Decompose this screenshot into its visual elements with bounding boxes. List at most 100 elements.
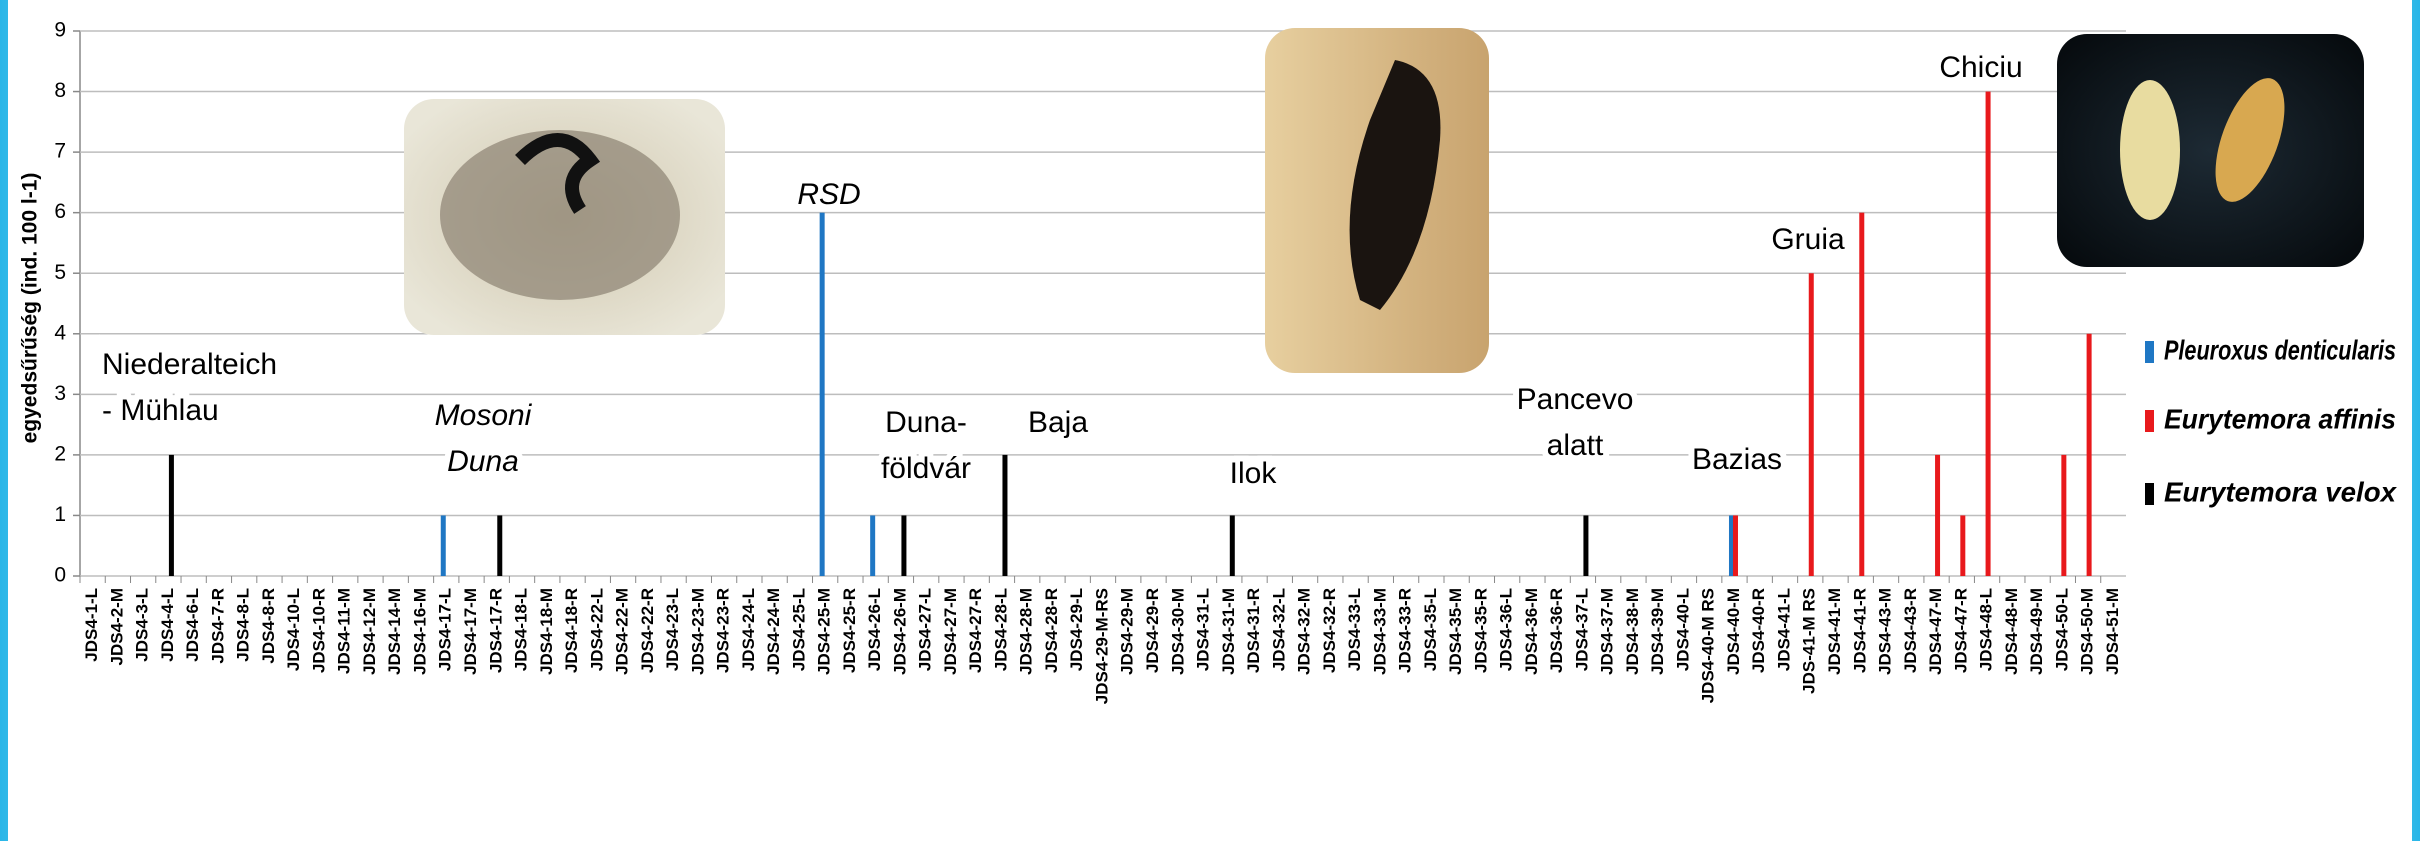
x-tick-label: JDS4-31-M	[1219, 588, 1238, 675]
x-tick-label: JDS4-33-R	[1396, 588, 1415, 673]
legend-swatch	[2145, 483, 2154, 505]
x-tick-label: JDS4-25-M	[815, 588, 834, 675]
bar	[2087, 334, 2092, 576]
annotation: Bazias	[1692, 443, 1782, 476]
annotation: Duna-	[885, 406, 967, 439]
bar	[441, 515, 446, 576]
x-tick-label: JDS4-36-L	[1497, 588, 1516, 671]
bar	[1986, 92, 1991, 576]
x-tick-label: JDS4-36-M	[1522, 588, 1541, 675]
x-tick-label: JDS4-14-M	[385, 588, 404, 675]
bar	[1583, 515, 1588, 576]
x-tick-label: JDS4-36-R	[1547, 588, 1566, 673]
x-tick-label: JDS4-37-L	[1572, 588, 1591, 671]
annotation: - Mühlau	[102, 394, 219, 427]
y-tick-label: 1	[54, 503, 66, 526]
x-tick-label: JDS4-38-M	[1623, 588, 1642, 675]
annotation: Chiciu	[1939, 51, 2022, 84]
x-tick-label: JDS4-30-M	[1168, 588, 1187, 675]
x-tick-label: JDS4-22-M	[613, 588, 632, 675]
x-tick-label: JDS4-23-R	[714, 588, 733, 673]
legend-swatch	[2145, 341, 2154, 363]
x-tick-label: JDS4-23-L	[663, 588, 682, 671]
x-tick-label: JDS4-26-M	[890, 588, 909, 675]
y-tick-label: 0	[54, 564, 66, 587]
bar	[1230, 515, 1235, 576]
x-tick-label: JDS4-10-L	[284, 588, 303, 671]
x-tick-label: JDS4-41-L	[1774, 588, 1793, 671]
y-axis-label: egyedsűrűség (ind. 100 l-1)	[19, 173, 42, 444]
x-tick-label: JDS4-18-L	[512, 588, 531, 671]
x-tick-label: JDS4-4-L	[158, 588, 177, 662]
bar	[1935, 455, 1940, 576]
bar	[169, 455, 174, 576]
x-tick-label: JDS4-35-R	[1471, 588, 1490, 673]
x-tick-label: JDS4-1-L	[82, 588, 101, 662]
y-tick-label: 4	[54, 321, 66, 344]
x-tick-label: JDS4-8-R	[259, 588, 278, 664]
x-tick-label: JDS4-50-L	[2052, 588, 2071, 671]
x-tick-label: JDS4-12-M	[360, 588, 379, 675]
x-tick-label: JDS4-40-L	[1673, 588, 1692, 671]
x-tick-label: JDS4-17-M	[461, 588, 480, 675]
chart: egyedsűrűség (ind. 100 l-1) 0123456789 J…	[0, 0, 2420, 841]
annotation: Mosoni	[435, 399, 533, 432]
x-tick-label: JDS4-43-R	[1901, 588, 1920, 673]
x-tick-label: JDS4-48-M	[2002, 588, 2021, 675]
annotation: Pancevo	[1517, 383, 1634, 416]
x-tick-label: JDS4-32-R	[1320, 588, 1339, 673]
x-tick-label: JDS4-26-L	[865, 588, 884, 671]
x-tick-label: JDS4-39-M	[1648, 588, 1667, 675]
photo	[2057, 34, 2364, 267]
legend-label: Pleuroxus denticularis	[2164, 334, 2396, 365]
y-tick-label: 6	[54, 200, 66, 223]
x-tick-label: JDS4-8-L	[234, 588, 253, 662]
x-tick-label: JDS4-33-L	[1345, 588, 1364, 671]
x-tick-label: JDS4-18-M	[537, 588, 556, 675]
x-tick-label: JDS4-35-L	[1421, 588, 1440, 671]
x-tick-label: JDS4-40-M RS	[1699, 588, 1718, 703]
y-tick-label: 2	[54, 442, 66, 465]
y-tick-label: 3	[54, 382, 66, 405]
x-tick-label: JDS4-11-M	[335, 588, 354, 674]
legend-label: Eurytemora affinis	[2164, 403, 2396, 434]
x-tick-label: JDS4-32-M	[1295, 588, 1314, 675]
x-tick-label: JDS4-28-R	[1042, 588, 1061, 673]
x-tick-label: JDS4-29-M	[1118, 588, 1137, 675]
y-tick-label: 8	[54, 79, 66, 102]
photo-subject	[2120, 80, 2180, 220]
x-tick-label: JDS4-35-M	[1446, 588, 1465, 675]
annotation: Baja	[1028, 406, 1088, 439]
annotation: Niederalteich	[102, 348, 277, 381]
bar	[1809, 273, 1814, 576]
legend-swatch	[2145, 410, 2154, 432]
bar	[1960, 515, 1965, 576]
x-tick-label: JDS4-43-M	[1876, 588, 1895, 675]
x-tick-label: JDS4-25-L	[789, 588, 808, 671]
x-tick-label: JDS4-2-M	[107, 588, 126, 665]
x-tick-label: JDS4-17-R	[486, 588, 505, 673]
x-tick-label: JDS4-41-R	[1850, 588, 1869, 673]
page: egyedsűrűség (ind. 100 l-1) 0123456789 J…	[0, 0, 2420, 841]
bar	[1733, 515, 1738, 576]
x-tick-label: JDS4-7-R	[208, 588, 227, 664]
x-tick-label: JDS4-24-M	[764, 588, 783, 675]
x-tick-label: JDS4-47-M	[1926, 588, 1945, 675]
x-tick-label: JDS4-10-R	[309, 588, 328, 673]
y-tick-label: 9	[54, 19, 66, 42]
bar	[870, 515, 875, 576]
annotation: Duna	[447, 445, 519, 478]
x-tick-label: JDS4-17-L	[436, 588, 455, 671]
bar	[497, 515, 502, 576]
x-tick-label: JDS4-29-R	[1143, 588, 1162, 673]
x-tick-label: JDS4-27-M	[941, 588, 960, 675]
x-tick-label: JDS4-28-L	[991, 588, 1010, 671]
x-tick-label: JDS4-41-M	[1825, 588, 1844, 675]
bar	[820, 213, 825, 576]
x-tick-label: JDS4-3-L	[133, 588, 152, 662]
x-tick-label: JDS4-22-R	[638, 588, 657, 673]
x-tick-label: JDS4-31-L	[1194, 588, 1213, 671]
x-tick-label: JDS4-51-M	[2103, 588, 2122, 675]
annotation: RSD	[797, 178, 860, 211]
x-tick-label: JDS4-37-M	[1598, 588, 1617, 675]
